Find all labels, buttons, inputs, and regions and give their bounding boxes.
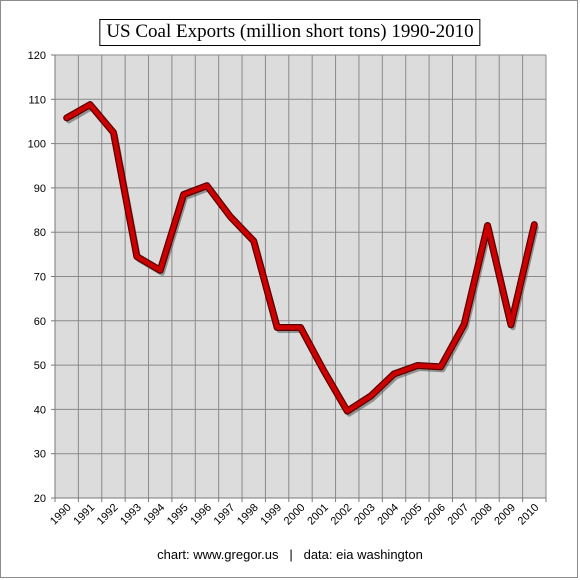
- data-point: [298, 325, 303, 330]
- x-tick-label: 1998: [235, 502, 261, 528]
- data-point: [508, 322, 514, 327]
- data-point: [438, 364, 443, 370]
- credit-text: chart: www.gregor.us: [157, 547, 279, 562]
- y-tick-label: 100: [28, 139, 46, 151]
- data-point: [181, 192, 186, 197]
- x-tick-label: 1997: [212, 502, 238, 528]
- x-tick-label: 1994: [142, 502, 168, 528]
- series-layer: [63, 101, 539, 417]
- y-tick-label: 20: [34, 493, 46, 505]
- x-tick-label: 2004: [375, 502, 401, 528]
- data-point: [532, 222, 537, 227]
- source-text: data: eia washington: [303, 547, 423, 562]
- x-tick-label: 2010: [516, 502, 542, 528]
- data-point: [391, 371, 397, 377]
- y-tick-label: 110: [28, 94, 46, 106]
- data-point: [415, 363, 420, 368]
- y-tick-label: 70: [34, 272, 46, 284]
- data-point: [228, 214, 233, 219]
- data-point: [134, 254, 140, 259]
- x-tick-label: 1993: [118, 502, 144, 528]
- data-point: [111, 130, 116, 135]
- data-point: [251, 238, 256, 244]
- y-tick-label: 90: [34, 183, 46, 195]
- x-tick-label: 2008: [469, 502, 495, 528]
- x-tick-label: 2005: [399, 502, 425, 528]
- x-tick-label: 2002: [329, 502, 355, 528]
- axes: [51, 54, 547, 502]
- x-tick-label: 1992: [95, 502, 121, 528]
- x-axis-tick-labels: 1990199119921993199419951996199719981999…: [48, 502, 541, 528]
- y-tick-label: 50: [34, 360, 46, 372]
- data-point: [204, 183, 210, 188]
- chart-title: US Coal Exports (million short tons) 199…: [99, 19, 481, 46]
- data-point: [461, 322, 467, 327]
- x-tick-label: 1999: [258, 502, 284, 528]
- y-tick-label: 120: [28, 50, 46, 62]
- y-axis-tick-labels: 20 30 40 50 60 70 80 90 100 110 120: [28, 50, 46, 505]
- data-point: [321, 368, 327, 374]
- chart-footer: chart: www.gregor.us | data: eia washing…: [0, 547, 580, 562]
- y-tick-label: 40: [34, 404, 46, 416]
- x-tick-label: 1995: [165, 502, 191, 528]
- data-point: [345, 408, 350, 414]
- data-point: [64, 115, 69, 121]
- y-tick-label: 80: [34, 227, 46, 239]
- x-tick-label: 2003: [352, 502, 378, 528]
- x-tick-label: 1996: [188, 502, 214, 528]
- x-tick-label: 2000: [282, 502, 308, 528]
- data-point: [368, 393, 373, 399]
- data-point: [485, 223, 490, 228]
- y-tick-label: 60: [34, 316, 46, 328]
- x-tick-label: 2009: [492, 502, 518, 528]
- data-point: [87, 102, 93, 107]
- footer-separator: |: [289, 547, 293, 562]
- y-tick-label: 30: [34, 449, 46, 461]
- x-tick-label: 2006: [422, 502, 448, 528]
- data-point: [274, 325, 280, 330]
- data-point: [158, 268, 163, 273]
- x-tick-label: 1990: [48, 502, 74, 528]
- x-tick-label: 2001: [305, 502, 331, 528]
- x-tick-label: 2007: [445, 502, 471, 528]
- x-tick-label: 1991: [71, 502, 97, 528]
